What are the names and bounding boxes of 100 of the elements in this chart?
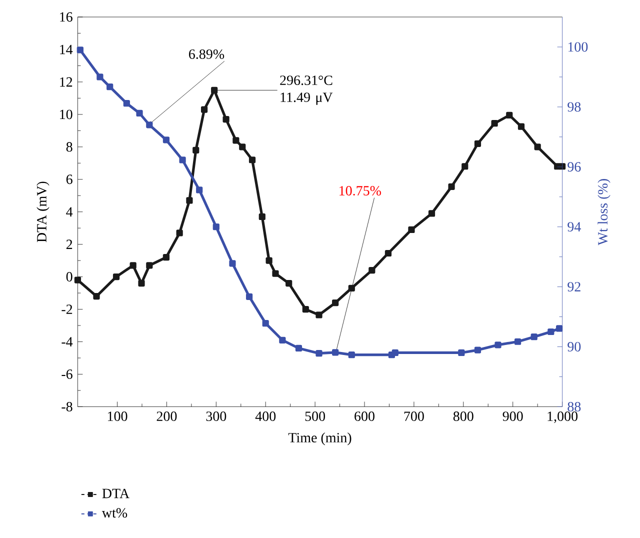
point [136,110,143,117]
point [548,328,554,336]
y-tick-label: 8 [66,142,72,152]
point [462,163,468,170]
point [514,338,522,345]
point [266,257,272,264]
x-tick-label: 500 [305,412,326,422]
y2-tick-label: 90 [568,342,581,352]
x-tick-label: 900 [502,412,523,422]
point [248,156,256,164]
y-axis-title: DTA (mV) [36,182,50,242]
point [93,292,100,300]
y2-tick-label: 88 [568,402,581,412]
y2-tick-label: 98 [568,102,581,112]
y-tick-label: 16 [60,12,72,22]
point [558,163,566,170]
point [348,284,355,292]
point [494,342,502,348]
legend-label: wt% [102,508,128,518]
point [286,280,292,287]
point [146,122,153,128]
point [302,306,309,313]
point [246,293,253,300]
point [138,280,145,287]
point [474,140,482,147]
annotation: 10.75% [340,186,382,196]
x-axis-title: Time (min) [288,432,352,446]
x-tick-label: 800 [453,412,474,422]
annotation: 296.31°C 11.49 μV [280,76,333,105]
point [332,349,339,356]
y-tick-label: -2 [62,304,72,314]
y-tick-label: -6 [62,370,72,379]
point [295,344,302,352]
point [112,273,120,280]
point [130,262,136,269]
y-tick-label: 10 [60,110,72,120]
point [279,336,286,344]
point [239,144,246,150]
point [272,270,279,277]
point [428,210,436,217]
point [192,146,200,154]
point [162,254,170,261]
point [392,349,398,356]
point [211,86,218,94]
y2-axis-title: Wt loss (%) [598,179,610,246]
point [506,112,513,119]
y-tick-label: 12 [60,77,72,87]
point [534,144,541,150]
legend-label: DTA [102,488,130,498]
y-tick-label: 6 [66,174,72,184]
point [96,74,104,80]
point [474,346,482,354]
point [176,230,183,236]
point [332,299,339,306]
point [229,260,236,267]
point [262,320,269,327]
point [384,250,392,257]
x-tick-label: 300 [206,412,226,422]
point [448,183,455,190]
point [106,84,114,90]
point [368,266,376,274]
point [232,137,240,144]
point [162,136,170,144]
y-tick-label: 0 [66,272,72,282]
point [316,350,322,357]
y2-tick-label: 92 [568,282,580,292]
y2-tick-label: 94 [568,222,581,232]
x-tick-label: 600 [354,412,374,422]
point [212,224,220,230]
point [74,276,82,284]
y2-tick-label: 96 [568,162,581,172]
point [458,349,465,356]
point [530,334,538,340]
annotation: 6.89% [189,49,224,59]
y-tick-label: 14 [60,44,73,54]
point [222,116,230,123]
point [186,197,193,204]
y-tick-label: 4 [66,207,73,216]
point [491,120,498,127]
x-tick-label: 700 [404,412,424,422]
x-tick-label: 100 [108,412,128,422]
point [556,325,563,332]
x-tick-label: 200 [156,412,177,422]
point [348,352,355,358]
y-tick-label: -8 [62,402,72,412]
point [518,123,525,130]
point [179,156,186,164]
y-tick-label: -4 [62,337,73,346]
point [146,262,153,269]
x-tick-label: 400 [255,412,276,422]
y2-tick-label: 100 [568,42,588,52]
point [200,106,208,113]
point [123,100,130,107]
point [258,213,266,220]
point [316,312,322,318]
point [408,226,415,234]
point [196,186,203,194]
x-tick-label: 1,000 [548,412,578,424]
point [76,46,84,54]
y-tick-label: 2 [66,240,72,249]
